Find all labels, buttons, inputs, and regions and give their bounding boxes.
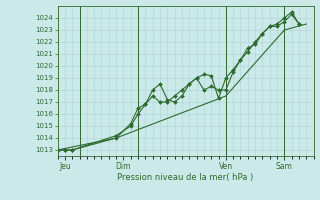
X-axis label: Pression niveau de la mer( hPa ): Pression niveau de la mer( hPa ) bbox=[117, 173, 254, 182]
